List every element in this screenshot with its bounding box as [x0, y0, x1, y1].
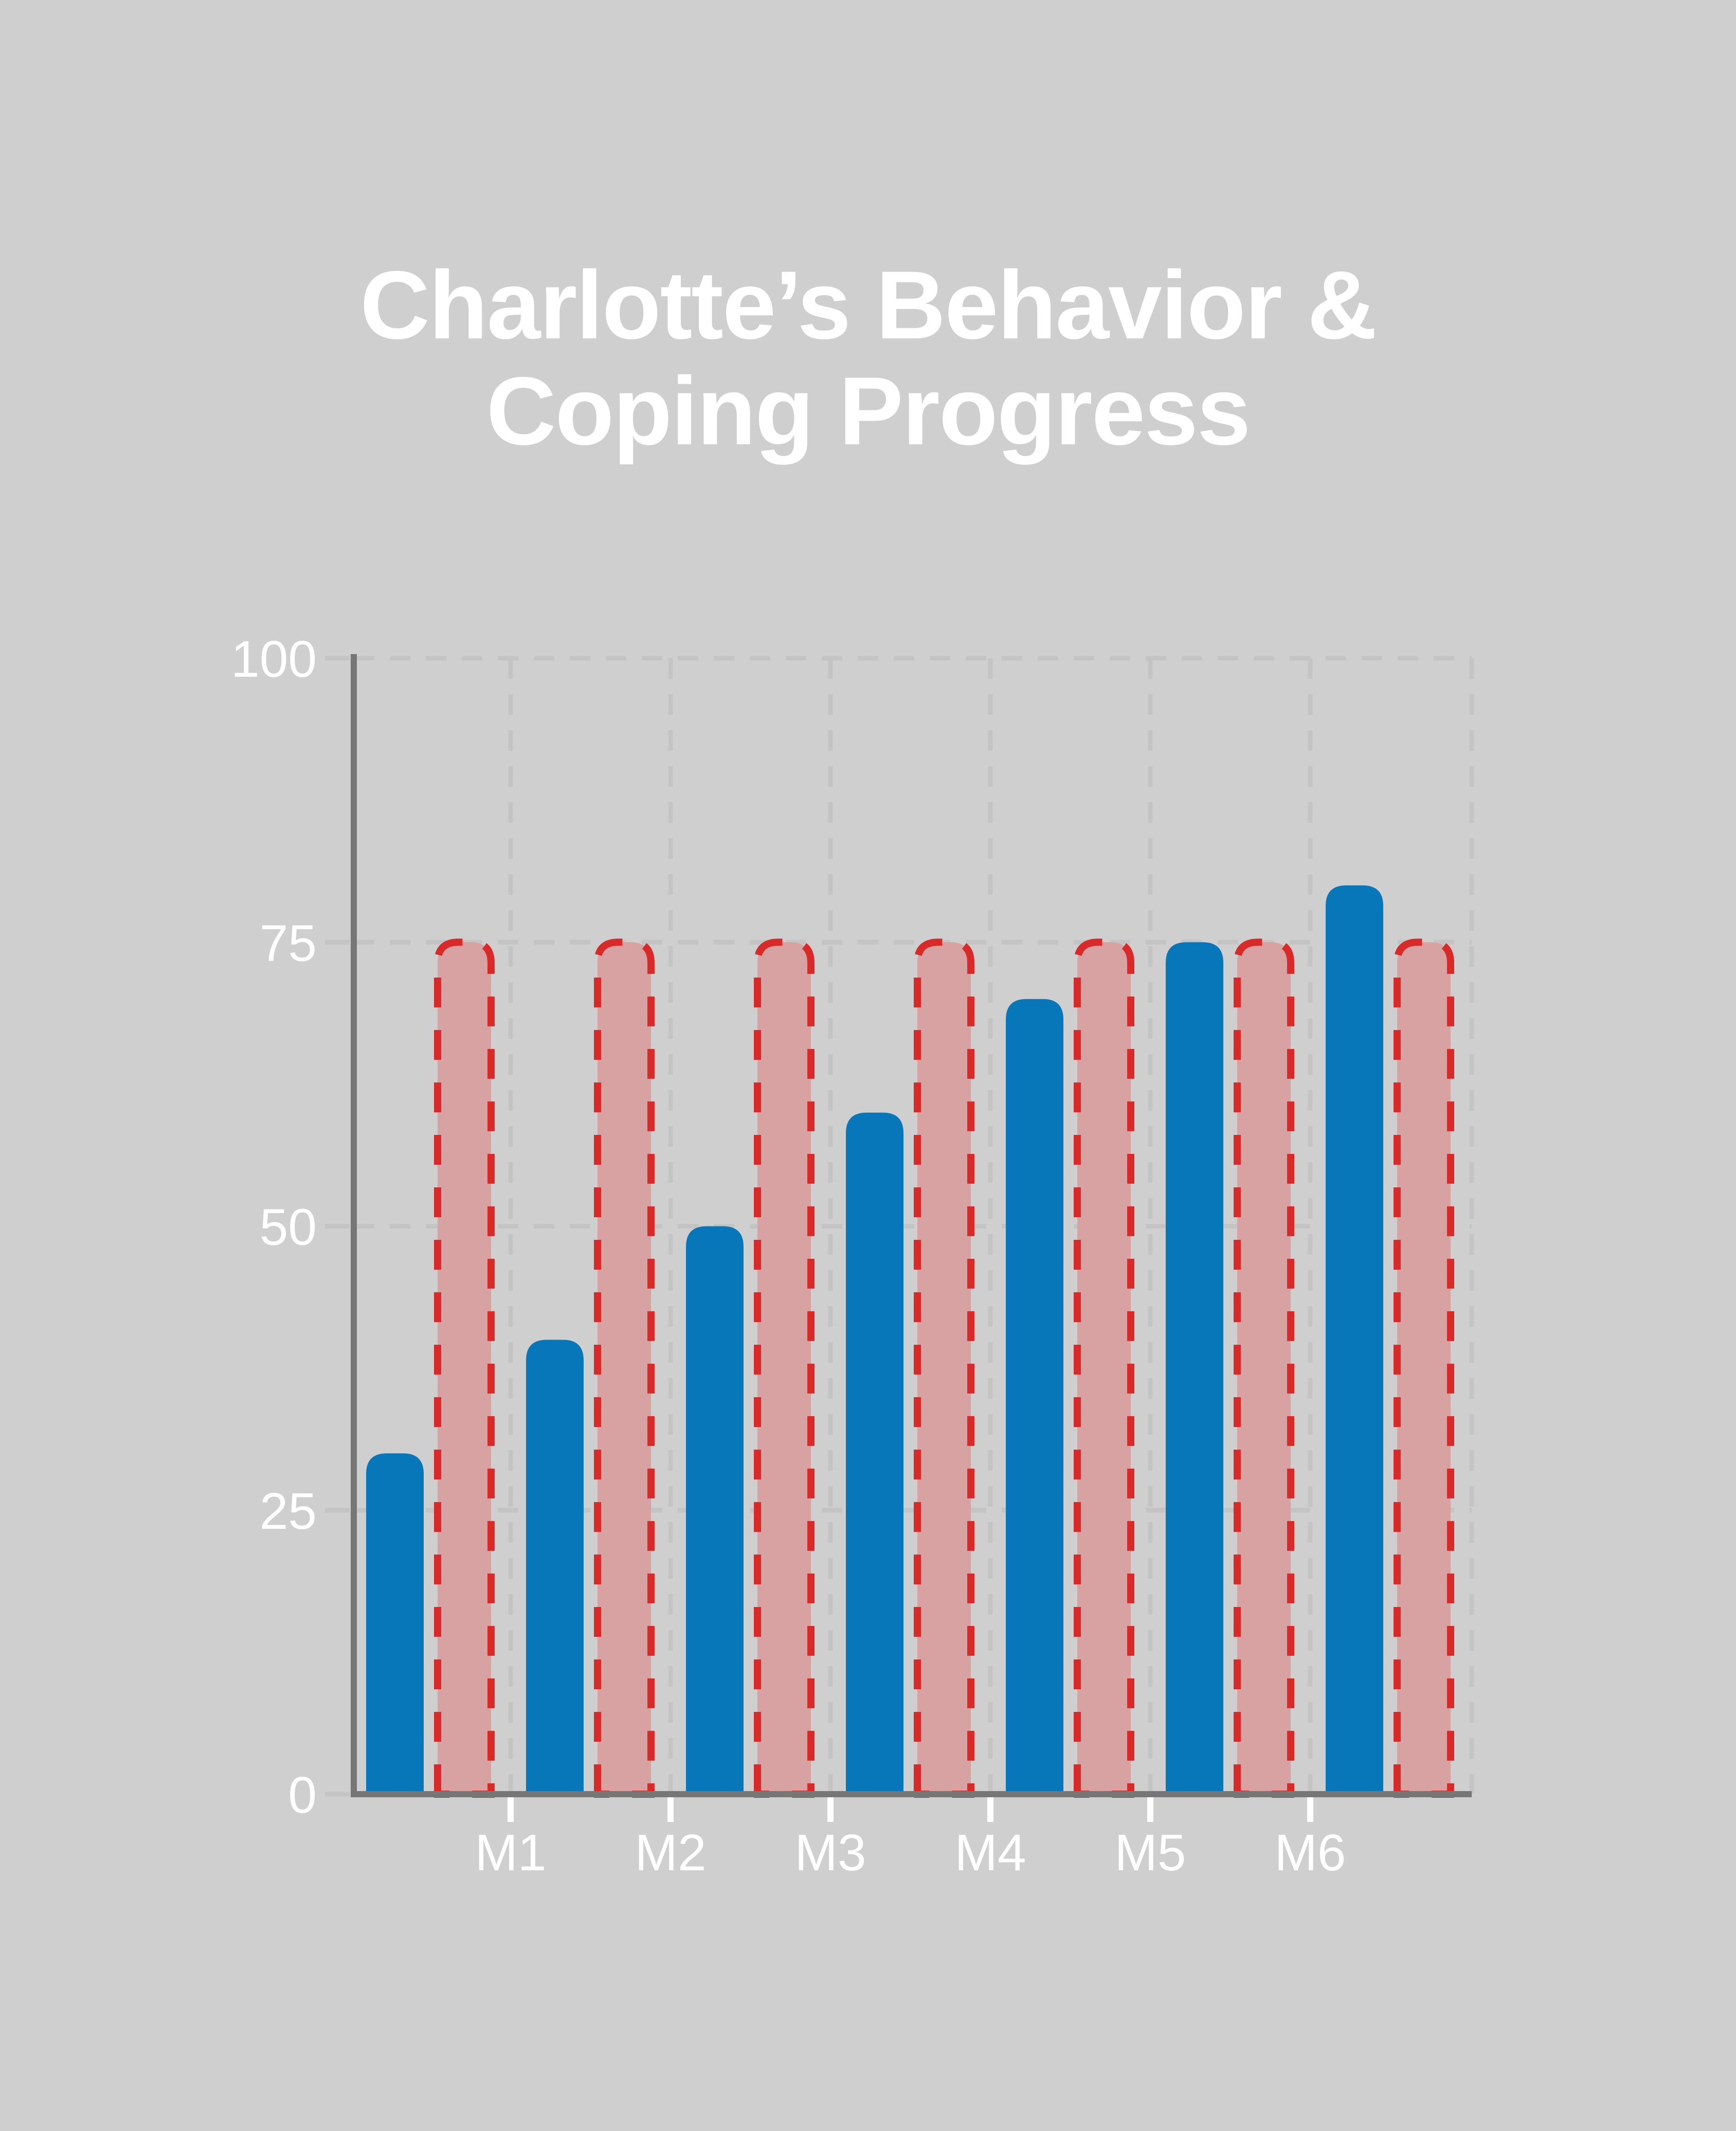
- y-tick-label: 25: [260, 1483, 317, 1540]
- x-tick-label: M5: [1115, 1824, 1186, 1882]
- chart-title-line-1: Charlotte’s Behavior &: [360, 251, 1377, 359]
- x-tick-label: M2: [635, 1824, 707, 1882]
- bar-target: [1074, 938, 1134, 1798]
- y-tick-label: 100: [231, 630, 317, 688]
- x-tick-label: M1: [475, 1824, 547, 1882]
- x-tick-label: M4: [955, 1824, 1026, 1882]
- chart-title: Charlotte’s Behavior & Coping Progress: [0, 252, 1736, 464]
- bar-target: [1234, 938, 1294, 1798]
- bar-score: [1006, 999, 1063, 1794]
- chart-title-line-2: Coping Progress: [486, 357, 1251, 465]
- bar-target: [914, 938, 974, 1798]
- y-tick-label: 75: [260, 914, 317, 972]
- bar-target: [754, 938, 815, 1798]
- bar-score: [526, 1340, 584, 1794]
- x-tick-label: M3: [795, 1824, 866, 1882]
- y-tick-label: 0: [288, 1766, 317, 1824]
- y-tick-label: 50: [260, 1199, 317, 1256]
- bar-score: [686, 1226, 744, 1794]
- x-tick-label: M6: [1275, 1824, 1346, 1882]
- bar-target: [1394, 938, 1454, 1798]
- bar-score: [366, 1453, 424, 1794]
- bar-score: [1166, 942, 1223, 1794]
- bar-score: [1326, 885, 1383, 1794]
- bar-score: [846, 1112, 903, 1794]
- bar-target: [434, 938, 495, 1798]
- bar-target: [594, 938, 655, 1798]
